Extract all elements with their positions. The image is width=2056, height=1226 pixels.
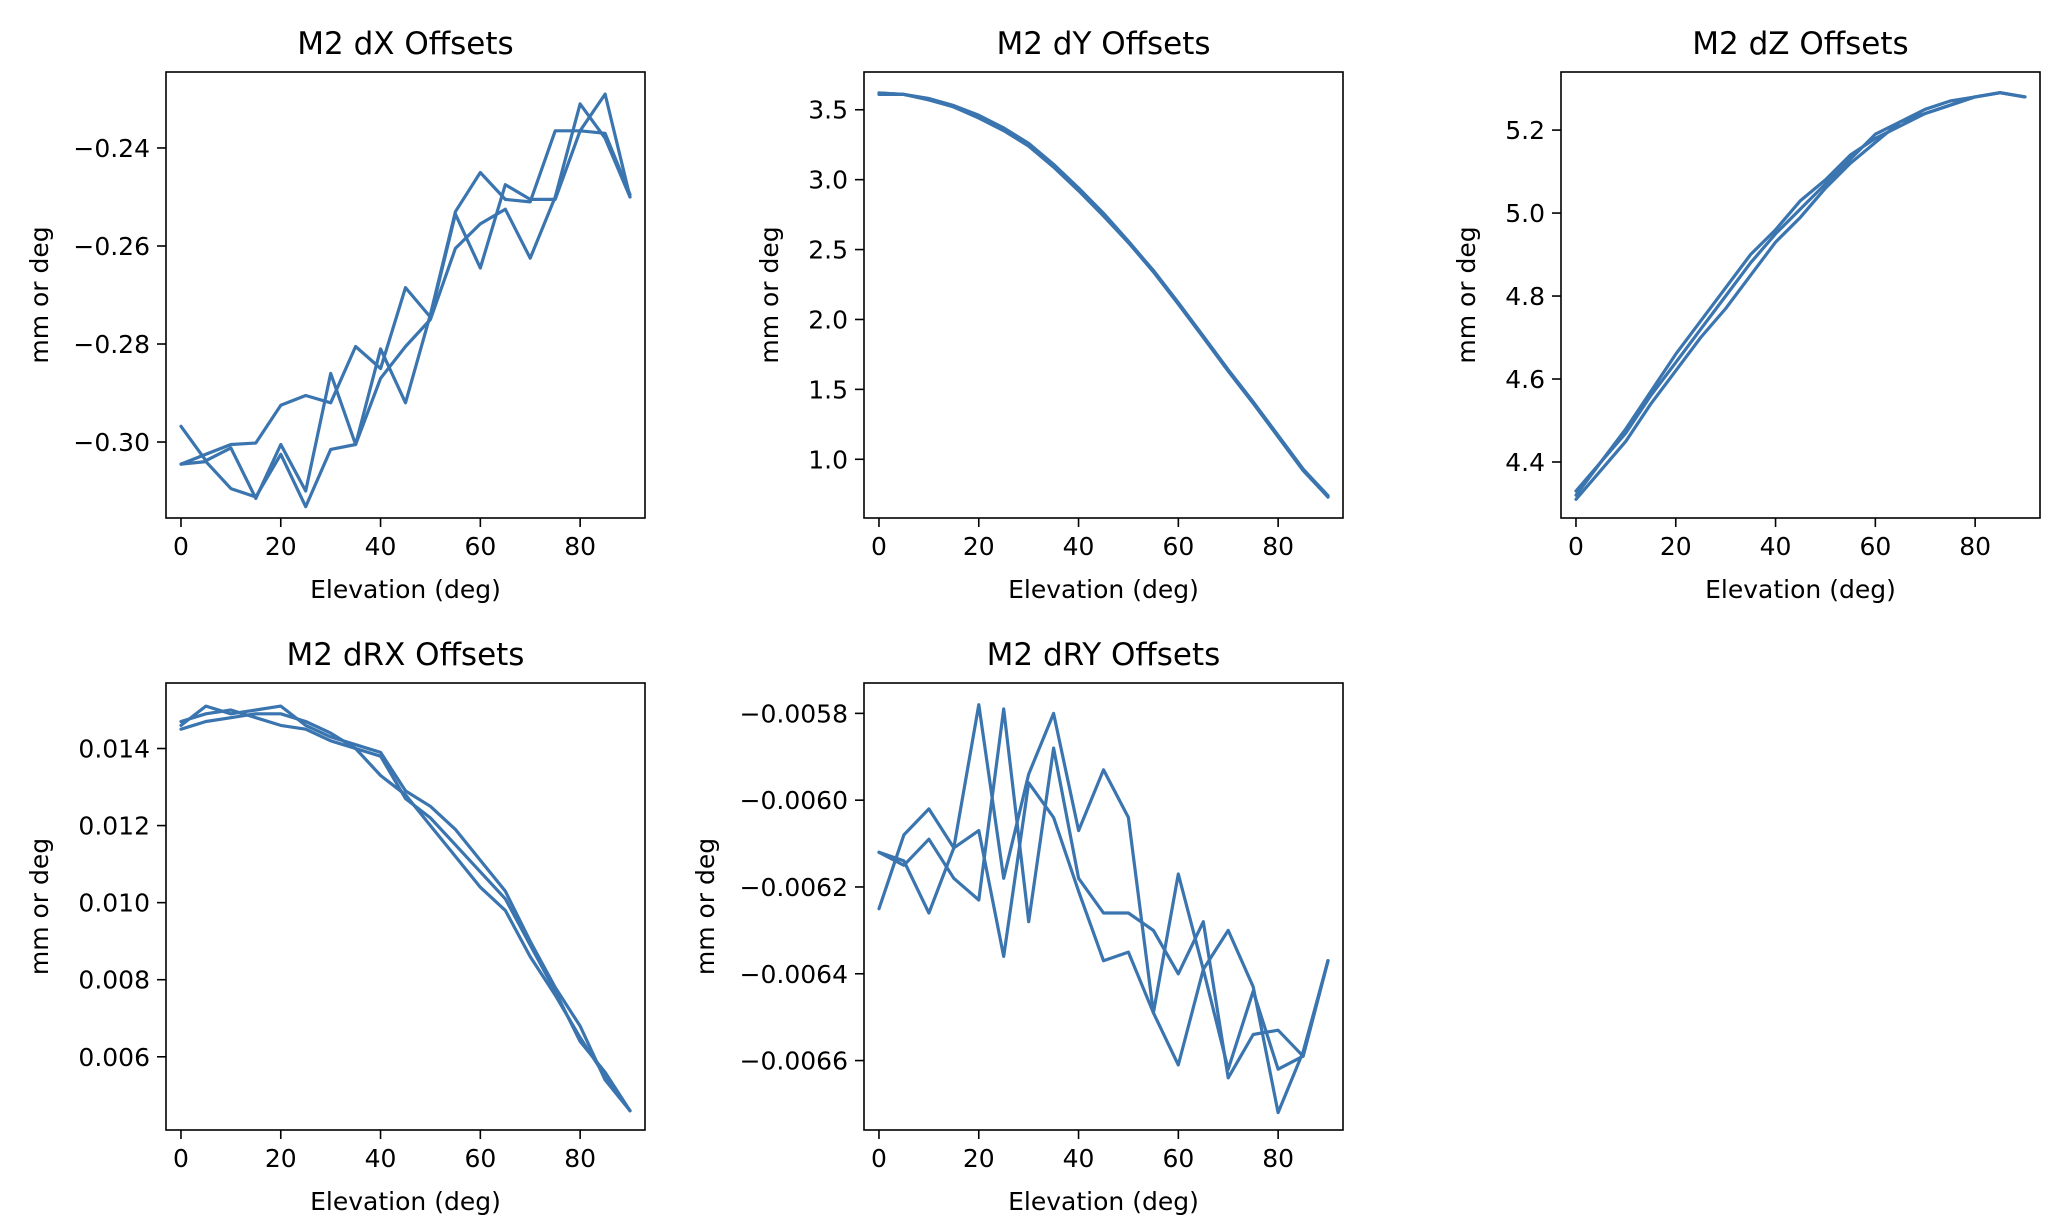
y-tick-label: 0.010	[78, 889, 150, 918]
series-line-3	[179, 102, 632, 509]
x-axis-label: Elevation (deg)	[1705, 575, 1896, 604]
y-tick-label: −0.0060	[740, 786, 848, 815]
y-tick-label: −0.0058	[740, 699, 848, 728]
subplot-2: M2 dY Offsets 0 20 40 60 80 1.0 1.5 2.0 2.5 3.0 3.5…	[755, 26, 1344, 604]
x-tick-label: 80	[564, 532, 596, 561]
chart-title: M2 dX Offsets	[297, 26, 513, 62]
x-tick-label: 80	[1262, 532, 1294, 561]
y-tick-label: 4.4	[1505, 448, 1545, 477]
x-tick-label: 60	[1162, 1144, 1194, 1173]
x-tick-label: 60	[1162, 532, 1194, 561]
y-tick-label: 3.0	[808, 166, 848, 195]
series-line-2	[877, 707, 1330, 1080]
x-tick-label: 60	[1859, 532, 1891, 561]
series-line-3	[877, 92, 1330, 498]
x-tick-label: 0	[173, 532, 189, 561]
y-tick-label: −0.24	[73, 134, 150, 163]
plot-frame	[863, 71, 1344, 519]
series-line-2	[1574, 91, 2027, 493]
series-line-3	[1574, 91, 2027, 497]
y-tick-label: 2.0	[808, 305, 848, 334]
chart-title: M2 dRX Offsets	[287, 637, 525, 673]
x-tick-label: 20	[963, 532, 995, 561]
subplot-3: M2 dZ Offsets 0 20 40 60 80 4.4 4.6 4.8 5.0 5.2 Ele…	[1452, 26, 2041, 604]
y-tick-label: −0.30	[73, 428, 150, 457]
x-tick-label: 20	[963, 1144, 995, 1173]
subplot-1: M2 dX Offsets 0 20 40 60 80 −0.30 −0.28 −0.26 −0.…	[25, 26, 646, 604]
x-tick-label: 20	[1660, 532, 1692, 561]
x-tick-label: 40	[1063, 532, 1095, 561]
plot-frame	[863, 682, 1344, 1131]
x-tick-label: 0	[871, 1144, 887, 1173]
chart-title: M2 dZ Offsets	[1692, 26, 1908, 62]
y-tick-label: −0.0066	[740, 1047, 848, 1076]
subplot-4: M2 dRX Offsets 0 20 40 60 80 0.006 0.008 0.010 0.…	[25, 637, 646, 1216]
y-tick-label: 0.008	[78, 966, 150, 995]
chart-title: M2 dY Offsets	[996, 26, 1210, 62]
y-axis-label: mm or deg	[25, 838, 54, 975]
series-line-2	[179, 92, 632, 500]
y-tick-label: 4.6	[1505, 365, 1545, 394]
y-tick-label: −0.26	[73, 232, 150, 261]
series-line-1	[179, 704, 632, 1113]
y-axis-label: mm or deg	[691, 838, 720, 975]
series-line-3	[179, 712, 632, 1113]
x-tick-label: 20	[265, 1144, 297, 1173]
x-tick-label: 0	[1568, 532, 1584, 561]
y-tick-label: −0.0064	[740, 960, 848, 989]
x-tick-label: 40	[365, 532, 397, 561]
plot-frame	[165, 71, 646, 519]
y-tick-label: 1.0	[808, 445, 848, 474]
series-line-2	[179, 708, 632, 1113]
series-line-1	[877, 91, 1330, 499]
y-tick-label: 0.012	[78, 812, 150, 841]
x-tick-label: 60	[464, 1144, 496, 1173]
y-axis-label: mm or deg	[755, 226, 784, 363]
y-tick-label: −0.0062	[740, 873, 848, 902]
x-tick-label: 80	[1959, 532, 1991, 561]
x-tick-label: 40	[365, 1144, 397, 1173]
y-tick-label: 1.5	[808, 375, 848, 404]
x-tick-label: 60	[464, 532, 496, 561]
x-axis-label: Elevation (deg)	[310, 575, 501, 604]
series-line-3	[877, 781, 1330, 1071]
x-axis-label: Elevation (deg)	[310, 1187, 501, 1216]
y-tick-label: 4.8	[1505, 282, 1545, 311]
x-axis-label: Elevation (deg)	[1008, 1187, 1199, 1216]
y-tick-label: 5.2	[1505, 116, 1545, 145]
y-tick-label: 2.5	[808, 236, 848, 265]
series-line-1	[1574, 91, 2027, 501]
y-tick-label: 3.5	[808, 96, 848, 125]
x-tick-label: 40	[1760, 532, 1792, 561]
series-line-1	[179, 129, 632, 466]
plot-frame	[165, 682, 646, 1131]
x-tick-label: 80	[564, 1144, 596, 1173]
plot-frame	[1560, 71, 2041, 519]
y-tick-label: −0.28	[73, 330, 150, 359]
y-axis-label: mm or deg	[1452, 226, 1481, 363]
series-line-1	[877, 703, 1330, 1115]
y-axis-label: mm or deg	[25, 226, 54, 363]
x-tick-label: 80	[1262, 1144, 1294, 1173]
series-line-2	[877, 91, 1330, 499]
subplot-5: M2 dRY Offsets 0 20 40 60 80 −0.0066 −0.0064 −0.…	[691, 637, 1344, 1216]
y-tick-label: 0.014	[78, 735, 150, 764]
chart-title: M2 dRY Offsets	[987, 637, 1221, 673]
x-tick-label: 40	[1063, 1144, 1095, 1173]
x-tick-label: 0	[173, 1144, 189, 1173]
y-tick-label: 5.0	[1505, 199, 1545, 228]
x-axis-label: Elevation (deg)	[1008, 575, 1199, 604]
y-tick-label: 0.006	[78, 1043, 150, 1072]
x-tick-label: 20	[265, 532, 297, 561]
x-tick-label: 0	[871, 532, 887, 561]
